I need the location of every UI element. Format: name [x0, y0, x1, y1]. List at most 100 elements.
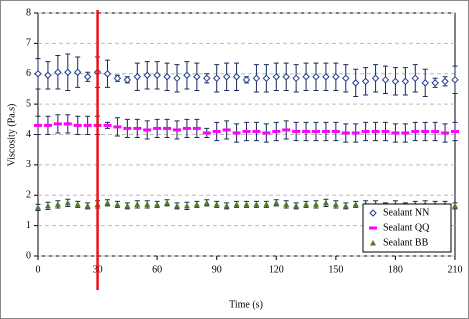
point	[34, 70, 42, 78]
y-tick-label: 0	[26, 250, 31, 261]
point	[332, 201, 339, 207]
x-tick-label: 0	[36, 264, 41, 275]
point	[361, 129, 370, 133]
point	[342, 202, 349, 209]
point	[123, 76, 132, 84]
point	[292, 129, 301, 133]
point	[43, 123, 52, 127]
point	[64, 68, 72, 76]
point	[352, 201, 359, 207]
point	[302, 129, 311, 133]
point	[272, 129, 281, 133]
point	[143, 71, 151, 79]
point	[35, 204, 41, 210]
point	[223, 202, 230, 209]
point	[192, 126, 201, 130]
point	[34, 123, 42, 127]
x-tick-label: 210	[448, 264, 463, 275]
y-tick-label: 1	[26, 220, 31, 231]
point	[431, 129, 440, 133]
point	[302, 73, 310, 81]
y-tick-label: 6	[26, 68, 31, 79]
point	[332, 73, 340, 81]
point	[154, 201, 161, 207]
point	[421, 129, 430, 133]
x-tick-label: 60	[152, 264, 162, 275]
y-axis-label: Viscosity (Pa.s)	[6, 104, 17, 167]
point	[293, 202, 300, 209]
point	[431, 79, 439, 87]
point	[222, 128, 231, 132]
y-tick-label: 7	[26, 38, 31, 49]
point	[53, 122, 62, 126]
point	[331, 129, 340, 133]
point	[44, 202, 51, 209]
point	[273, 199, 280, 206]
point	[263, 201, 270, 207]
point	[153, 126, 162, 130]
point	[341, 131, 350, 135]
point	[143, 128, 152, 132]
point	[242, 76, 251, 84]
point	[182, 126, 191, 130]
point	[262, 74, 271, 83]
point	[183, 202, 190, 209]
point	[303, 201, 310, 207]
point	[144, 201, 151, 207]
point	[441, 77, 449, 86]
point	[242, 129, 251, 133]
point	[322, 199, 329, 206]
point	[371, 74, 380, 83]
point	[282, 73, 290, 81]
point	[213, 74, 221, 83]
point	[243, 201, 250, 207]
point	[63, 122, 72, 126]
point	[451, 76, 459, 84]
point	[74, 201, 81, 207]
point	[262, 131, 271, 135]
point	[232, 73, 241, 81]
point	[203, 74, 211, 83]
point	[401, 77, 410, 86]
point	[282, 128, 291, 132]
x-tick-label: 150	[328, 264, 343, 275]
x-tick-label: 180	[388, 264, 403, 275]
x-tick-label: 90	[212, 264, 222, 275]
point	[222, 73, 231, 81]
point	[163, 126, 172, 130]
point	[451, 129, 459, 133]
x-axis-label: Time (s)	[229, 299, 263, 310]
point	[133, 126, 142, 130]
point	[54, 68, 62, 76]
point	[253, 201, 260, 207]
point	[203, 199, 210, 206]
point	[153, 71, 161, 79]
legend-marker	[369, 226, 377, 230]
point	[411, 74, 419, 83]
point	[83, 123, 92, 127]
point	[421, 79, 429, 87]
point	[352, 79, 360, 87]
point	[292, 74, 300, 83]
point	[213, 201, 220, 207]
point	[272, 73, 280, 81]
legend-marker	[370, 240, 376, 246]
point	[163, 73, 171, 81]
point	[312, 129, 320, 133]
point	[401, 131, 410, 135]
point	[174, 202, 180, 209]
point	[83, 73, 92, 81]
y-tick-label: 4	[26, 129, 31, 140]
point	[452, 202, 458, 209]
point	[321, 129, 330, 133]
point	[381, 129, 390, 133]
point	[74, 68, 82, 76]
point	[84, 202, 91, 209]
y-tick-label: 8	[26, 7, 31, 18]
point	[312, 73, 320, 81]
point	[441, 131, 450, 135]
point	[193, 201, 200, 207]
legend-marker	[369, 209, 377, 217]
point	[113, 125, 122, 129]
point	[313, 201, 319, 207]
